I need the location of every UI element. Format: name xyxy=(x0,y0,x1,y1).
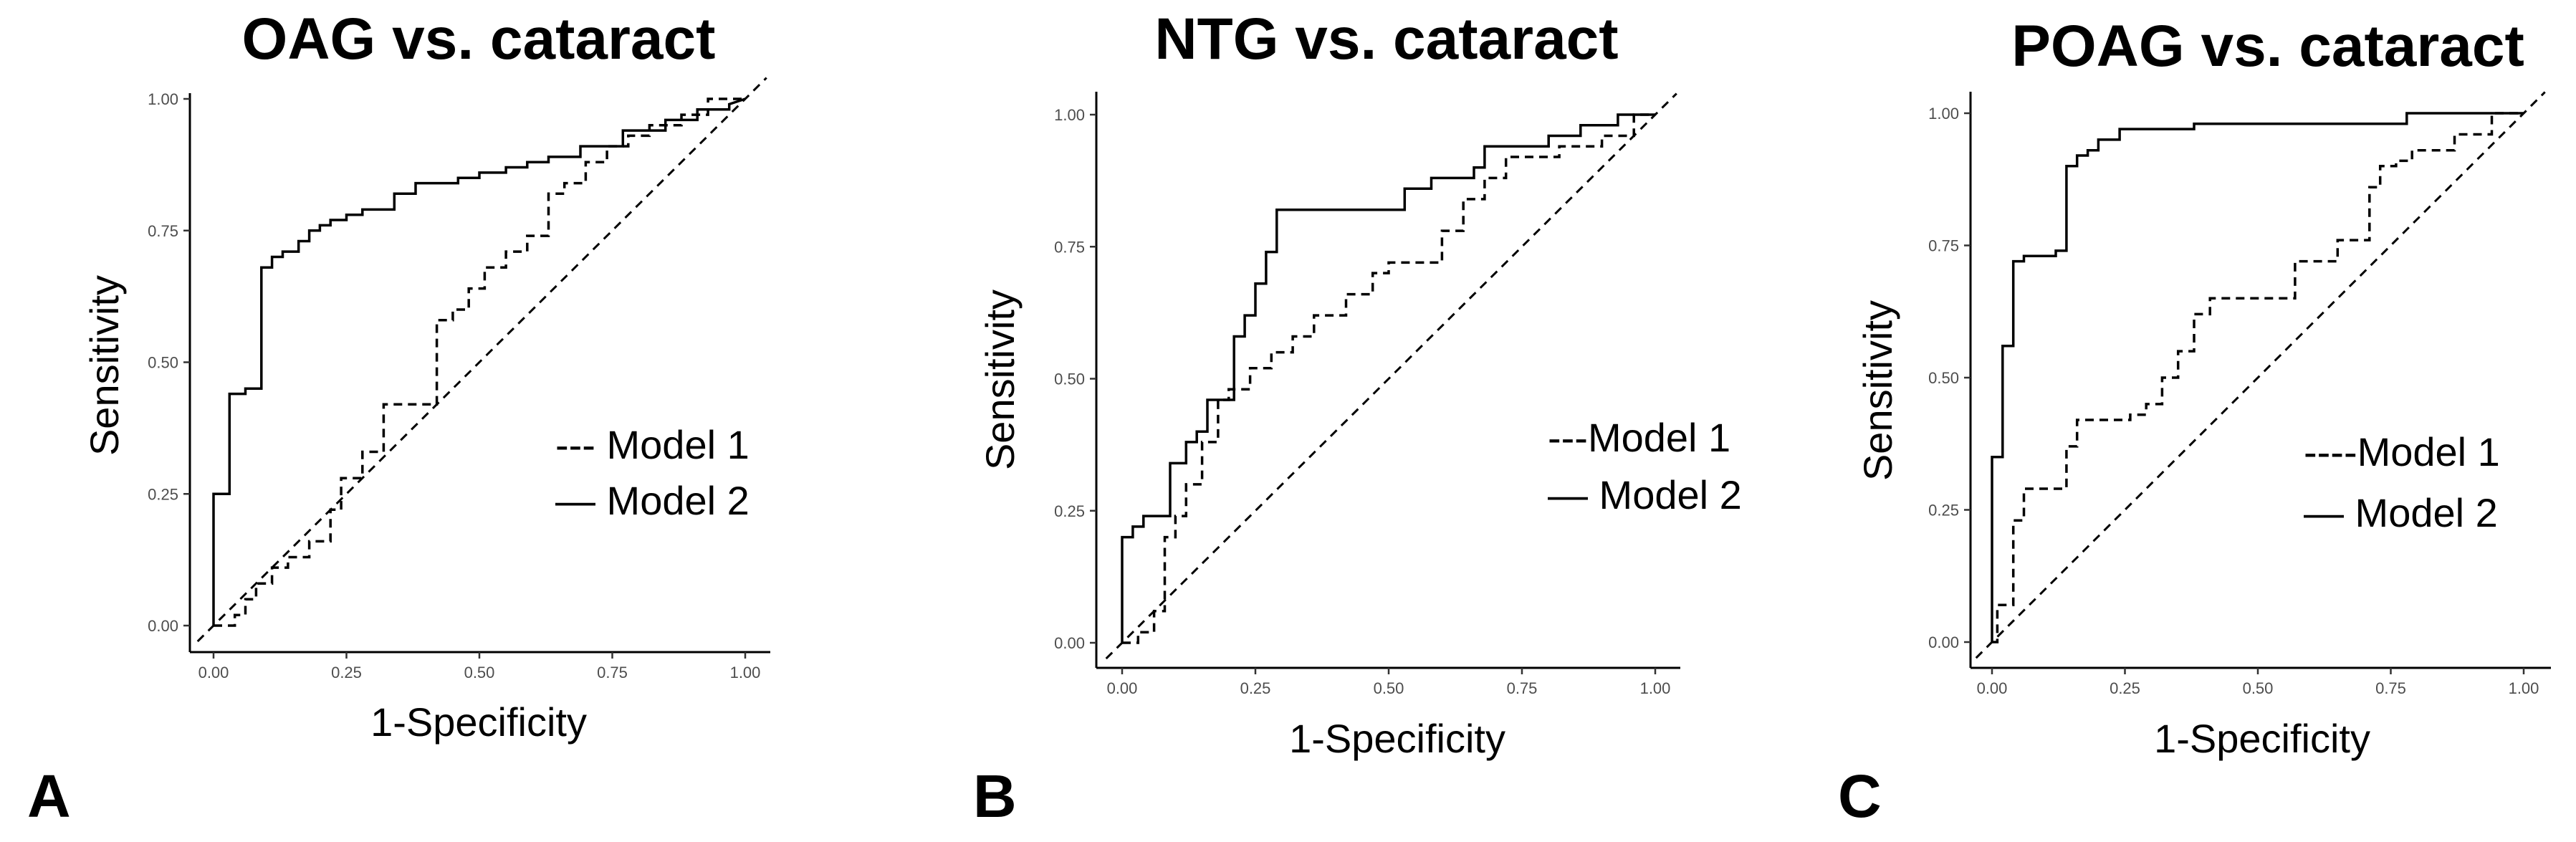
y-tick-label: 0.50 xyxy=(1054,370,1085,388)
y-tick-label: 0.00 xyxy=(1054,634,1085,652)
y-tick-label: 1.00 xyxy=(148,90,178,108)
x-tick-label: 0.50 xyxy=(2243,679,2274,697)
y-tick-label: 0.75 xyxy=(1928,237,1959,255)
panel-label: A xyxy=(27,762,71,830)
y-tick-label: 1.00 xyxy=(1054,106,1085,124)
x-tick-label: 0.75 xyxy=(1507,679,1538,697)
legend: ----Model 1 — Model 2 xyxy=(2304,429,2500,535)
x-axis-title: 1-Specificity xyxy=(370,699,587,745)
chart-title: POAG vs. cataract xyxy=(2011,14,2524,79)
roc-curve-model-1 xyxy=(1122,113,1655,644)
x-tick-label: 0.00 xyxy=(198,664,229,681)
x-tick-label: 0.50 xyxy=(1374,679,1404,697)
y-axis-title: Sensitivity xyxy=(977,290,1023,470)
chart-title: OAG vs. cataract xyxy=(242,6,716,72)
x-axis-title: 1-Specificity xyxy=(2154,716,2370,761)
y-tick-label: 0.00 xyxy=(1928,633,1959,651)
legend: ---Model 1 — Model 2 xyxy=(1548,415,1742,517)
y-axis-title: Sensitivity xyxy=(1855,300,1900,481)
x-axis-title: 1-Specificity xyxy=(1289,716,1505,761)
y-tick-label: 1.00 xyxy=(1928,105,1959,123)
chart-panel-c: POAG vs. cataract C 0.00 0.00 0.25 0.25 0.50 0.… xyxy=(1838,14,2551,830)
x-tick-label: 0.00 xyxy=(1107,679,1138,697)
x-tick-label: 0.75 xyxy=(597,664,628,681)
legend: --- Model 1 — Model 2 xyxy=(555,422,750,523)
chance-diagonal xyxy=(1975,91,2546,659)
y-tick-label: 0.75 xyxy=(148,222,178,240)
x-tick-label: 1.00 xyxy=(1640,679,1671,697)
legend-entry-model-1: --- Model 1 xyxy=(555,422,750,467)
legend-entry-model-1: ---Model 1 xyxy=(1548,415,1730,460)
x-tick-label: 0.25 xyxy=(331,664,362,681)
chart-panel-b: NTG vs. cataract B 0.00 0.00 0.25 0.25 0.50 0.5… xyxy=(973,6,1742,830)
roc-curve-model-2 xyxy=(1991,112,2524,642)
chart-panel-a: OAG vs. cataract A 0.00 0.00 0.25 0.25 0.50 0.5… xyxy=(27,6,770,830)
roc-curve-model-2 xyxy=(212,97,746,626)
y-tick-label: 0.50 xyxy=(148,354,178,372)
y-tick-label: 0.25 xyxy=(1054,502,1085,520)
y-tick-label: 0.75 xyxy=(1054,238,1085,256)
y-axis-title: Sensitivity xyxy=(82,275,127,456)
x-tick-label: 0.50 xyxy=(464,664,495,681)
x-tick-label: 0.25 xyxy=(1240,679,1271,697)
y-tick-label: 0.00 xyxy=(148,617,178,635)
y-tick-label: 0.25 xyxy=(1928,502,1959,520)
panel-label: B xyxy=(973,762,1017,830)
x-tick-label: 1.00 xyxy=(730,664,761,681)
chance-diagonal xyxy=(1105,92,1677,660)
x-tick-label: 0.75 xyxy=(2375,679,2406,697)
legend-entry-model-2: — Model 2 xyxy=(1548,472,1742,517)
x-tick-label: 0.00 xyxy=(1977,679,2008,697)
roc-curve-model-1 xyxy=(1992,112,2524,644)
chart-title: NTG vs. cataract xyxy=(1154,6,1618,72)
roc-curve-model-1 xyxy=(214,97,745,627)
legend-entry-model-1: ----Model 1 xyxy=(2304,429,2500,474)
chance-diagonal xyxy=(196,77,767,643)
legend-entry-model-2: — Model 2 xyxy=(2304,490,2498,535)
panel-label: C xyxy=(1838,762,1882,830)
x-tick-label: 0.25 xyxy=(2110,679,2140,697)
roc-curve-model-2 xyxy=(1121,113,1655,643)
y-tick-label: 0.25 xyxy=(148,485,178,503)
y-tick-label: 0.50 xyxy=(1928,369,1959,387)
legend-entry-model-2: — Model 2 xyxy=(555,478,750,523)
x-tick-label: 1.00 xyxy=(2509,679,2539,697)
